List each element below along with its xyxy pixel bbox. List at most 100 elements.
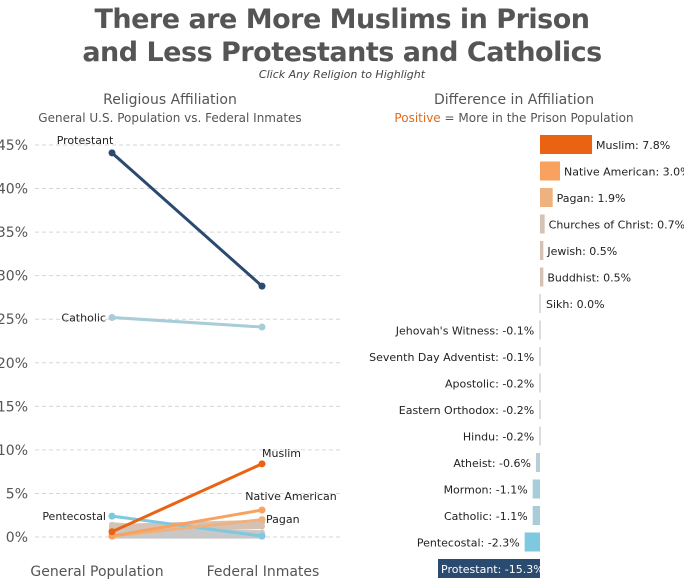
data-point[interactable] [108,313,116,321]
bar[interactable] [540,135,593,154]
bar-label[interactable]: Muslim: 7.8% [596,139,670,152]
bar-label[interactable]: Jehovah's Witness: -0.1% [395,325,535,338]
y-tick-label: 30% [0,269,28,285]
right-chart-title: Difference in Affiliation [433,92,595,108]
bar-label[interactable]: Eastern Orthodox: -0.2% [399,404,535,417]
data-point[interactable] [259,523,265,530]
subtitle-instruction: Click Any Religion to Highlight [258,68,426,81]
y-tick-label: 35% [0,225,28,241]
bar[interactable] [539,373,541,393]
bar-pagan[interactable]: Pagan: 1.9% [540,188,625,207]
bar[interactable] [540,267,544,287]
bar-label[interactable]: Mormon: -1.1% [444,484,528,497]
bar-atheist[interactable]: Atheist: -0.6% [453,453,540,472]
right-chart-subtitle: Positive = More in the Prison Population [344,111,684,125]
series-label[interactable]: Native American [245,490,336,503]
bar-label[interactable]: Pagan: 1.9% [557,192,626,205]
bar-label[interactable]: Churches of Christ: 0.7% [549,219,684,232]
bar[interactable] [532,479,540,499]
series-label[interactable]: Pagan [266,513,300,526]
bar-eastern-orthodox[interactable]: Eastern Orthodox: -0.2% [399,400,541,419]
bar[interactable] [539,294,541,313]
bar-seventh-day-adventist[interactable]: Seventh Day Adventist: -0.1% [369,347,541,366]
series-label[interactable]: Catholic [61,311,106,324]
series-muslim[interactable]: Muslim [108,447,302,536]
series-protestant[interactable]: Protestant [57,134,266,290]
series-line[interactable] [110,462,264,534]
bar-churches-of-christ[interactable]: Churches of Christ: 0.7% [540,214,684,234]
series-label[interactable]: Protestant [57,134,114,147]
bar-catholic[interactable]: Catholic: -1.1% [444,506,540,525]
bar-label[interactable]: Jewish: 0.5% [546,245,617,258]
bar-jewish[interactable]: Jewish: 0.5% [540,241,617,260]
series-catholic[interactable]: Catholic [61,311,266,331]
series-label[interactable]: Pentecostal [42,510,106,523]
bar-sikh[interactable]: Sikh: 0.0% [539,294,605,313]
bar-jehovah-s-witness[interactable]: Jehovah's Witness: -0.1% [395,320,541,340]
bar-buddhist[interactable]: Buddhist: 0.5% [540,267,631,287]
bar-label[interactable]: Sikh: 0.0% [546,298,605,311]
data-point[interactable] [258,460,266,468]
bar[interactable] [540,214,545,234]
bar[interactable] [539,400,541,419]
bar-muslim[interactable]: Muslim: 7.8% [540,135,670,154]
series-line[interactable] [110,518,264,538]
series-line[interactable] [110,151,264,288]
y-tick-label: 0% [6,530,28,546]
bar[interactable] [532,506,540,525]
bar-label[interactable]: Seventh Day Adventist: -0.1% [369,351,534,364]
bar-protestant[interactable]: Protestant: -15.3% [438,559,544,578]
data-point[interactable] [108,149,116,157]
data-point[interactable] [108,512,116,520]
left-chart-title: Religious Affiliation [103,92,237,108]
data-point[interactable] [108,528,116,536]
bar[interactable] [539,426,541,446]
bar[interactable] [438,559,540,578]
y-tick-label: 10% [0,443,28,459]
bar[interactable] [540,161,561,181]
y-tick-label: 20% [0,356,28,372]
data-point[interactable] [109,523,115,530]
data-point[interactable] [258,532,266,540]
bar-apostolic[interactable]: Apostolic: -0.2% [445,373,541,393]
bar[interactable] [539,320,541,340]
bar-hindu[interactable]: Hindu: -0.2% [463,426,541,446]
bar[interactable] [540,188,553,207]
series-line[interactable] [110,508,264,538]
data-point[interactable] [258,323,266,331]
main-title-line-2: and Less Protestants and Catholics [82,37,602,68]
left-chart-subtitle: General U.S. Population vs. Federal Inma… [38,111,302,125]
y-tick-label: 15% [0,399,28,415]
x-tick-label: Federal Inmates [207,564,320,580]
y-tick-label: 5% [6,486,28,502]
bar-label[interactable]: Apostolic: -0.2% [445,378,534,391]
bar-pentecostal[interactable]: Pentecostal: -2.3% [417,532,540,552]
bar[interactable] [535,453,540,472]
bar[interactable] [540,241,544,260]
y-tick-label: 45% [0,138,28,154]
data-point[interactable] [258,282,266,290]
main-title-line-1: There are More Muslims in Prison [94,4,590,35]
series-line[interactable] [110,315,264,329]
bar-label[interactable]: Pentecostal: -2.3% [417,537,520,550]
y-tick-label: 25% [0,312,28,328]
bar[interactable] [539,347,541,366]
positive-highlight-text: Positive [394,111,441,125]
bar-mormon[interactable]: Mormon: -1.1% [444,479,540,499]
subtitle-rest-text: = More in the Prison Population [440,111,634,125]
data-point[interactable] [258,516,266,524]
bar-label[interactable]: Catholic: -1.1% [444,510,528,523]
bar-label[interactable]: Native American: 3.0% [564,166,684,179]
bar-label[interactable]: Atheist: -0.6% [453,457,531,470]
y-tick-label: 40% [0,182,28,198]
bar[interactable] [524,532,540,552]
bar-label[interactable]: Buddhist: 0.5% [547,272,631,285]
bar-label[interactable]: Hindu: -0.2% [463,431,534,444]
x-tick-label: General Population [30,564,163,580]
data-point[interactable] [258,506,266,514]
series-label[interactable]: Muslim [262,447,301,460]
bar-label[interactable]: Protestant: -15.3% [441,563,544,576]
bar-native-american[interactable]: Native American: 3.0% [540,161,684,181]
